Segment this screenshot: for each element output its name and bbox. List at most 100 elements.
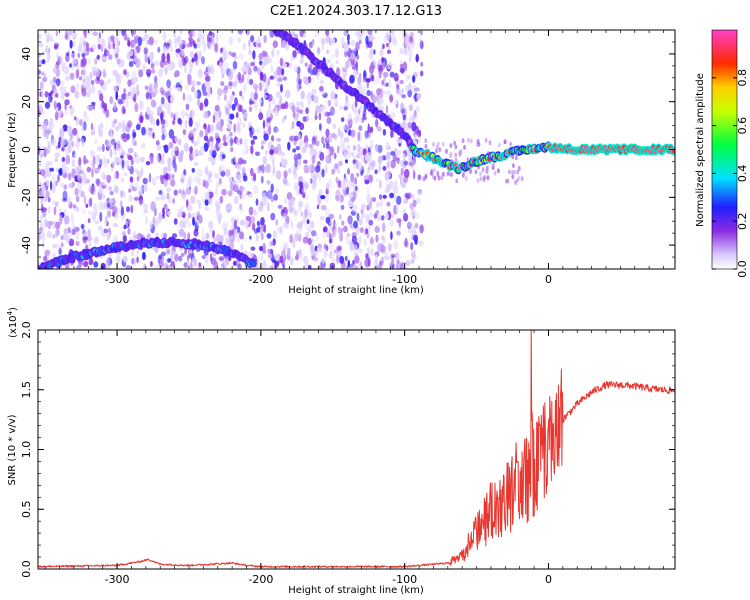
noise-speck	[114, 36, 119, 46]
noise-speck	[311, 88, 317, 96]
noise-speck	[187, 204, 193, 212]
noise-speck	[44, 218, 48, 228]
noise-speck	[458, 152, 462, 158]
noise-speck	[153, 81, 159, 89]
noise-speck	[239, 231, 244, 240]
noise-speck	[245, 190, 248, 196]
noise-speck	[204, 191, 210, 199]
noise-speck	[141, 37, 146, 42]
noise-speck	[188, 38, 194, 45]
noise-speck	[184, 119, 188, 130]
noise-speck	[270, 241, 275, 246]
noise-speck	[83, 155, 87, 165]
noise-speck	[186, 43, 191, 48]
noise-speck	[376, 177, 379, 183]
noise-speck	[225, 168, 231, 177]
noise-speck	[215, 113, 220, 122]
noise-speck	[356, 35, 362, 40]
noise-speck	[163, 203, 168, 210]
noise-speck	[94, 58, 98, 65]
noise-speck	[184, 112, 188, 117]
noise-speck	[407, 44, 411, 52]
noise-speck	[306, 219, 310, 225]
noise-speck	[58, 247, 62, 255]
noise-speck	[390, 111, 396, 119]
noise-speck	[46, 144, 51, 155]
noise-speck	[414, 87, 420, 92]
noise-speck	[137, 36, 143, 47]
noise-speck	[64, 92, 70, 98]
noise-speck	[362, 76, 367, 83]
spectrogram-ridge	[408, 141, 675, 175]
x-tick-label: -200	[248, 573, 273, 586]
noise-speck	[131, 258, 135, 265]
noise-speck	[407, 89, 413, 98]
noise-speck	[70, 85, 76, 94]
noise-speck	[138, 69, 144, 78]
noise-speck	[372, 36, 375, 41]
noise-speck	[118, 121, 123, 129]
noise-speck	[248, 193, 253, 198]
noise-speck	[272, 165, 276, 175]
noise-speck	[115, 126, 120, 132]
noise-speck	[86, 104, 90, 110]
noise-speck	[405, 74, 408, 83]
noise-speck	[370, 74, 375, 82]
noise-speck	[198, 50, 202, 60]
noise-speck	[334, 163, 338, 170]
noise-speck	[154, 39, 159, 45]
noise-speck	[83, 261, 89, 268]
noise-speck	[228, 176, 233, 183]
noise-speck	[271, 135, 275, 142]
noise-speck	[355, 61, 359, 71]
noise-speck	[217, 107, 222, 115]
noise-speck	[235, 179, 238, 186]
noise-speck	[218, 177, 222, 185]
noise-speck	[168, 63, 173, 71]
noise-speck	[303, 255, 308, 264]
noise-speck	[77, 173, 81, 181]
colorbar-tick-label: 0.4	[736, 165, 749, 183]
noise-speck	[464, 176, 468, 181]
noise-speck	[311, 136, 317, 145]
noise-speck	[87, 210, 93, 215]
noise-speck	[399, 176, 403, 186]
noise-speck	[145, 161, 151, 166]
noise-speck	[162, 152, 165, 161]
noise-speck	[211, 150, 217, 159]
noise-speck	[386, 42, 389, 48]
noise-speck	[125, 100, 129, 108]
noise-speck	[347, 60, 352, 68]
noise-speck	[202, 91, 208, 97]
noise-speck	[63, 215, 70, 225]
noise-speck	[136, 249, 140, 255]
noise-speck	[99, 79, 104, 86]
noise-speck	[405, 84, 410, 92]
noise-speck	[405, 193, 411, 200]
noise-speck	[310, 243, 315, 253]
noise-speck	[221, 136, 225, 142]
noise-speck	[40, 198, 44, 205]
noise-speck	[280, 103, 287, 110]
noise-speck	[312, 66, 318, 76]
noise-speck	[369, 126, 374, 133]
noise-speck	[326, 58, 331, 64]
noise-speck	[249, 78, 254, 85]
noise-speck	[113, 101, 117, 111]
noise-speck	[235, 217, 240, 223]
noise-speck	[174, 70, 180, 77]
noise-speck	[125, 264, 131, 269]
noise-speck	[53, 206, 57, 216]
noise-speck	[161, 133, 166, 141]
noise-speck	[335, 60, 339, 64]
noise-speck	[116, 254, 121, 264]
noise-speck	[201, 56, 205, 65]
noise-speck	[325, 34, 331, 44]
noise-speck	[111, 160, 116, 168]
noise-speck	[291, 120, 295, 129]
noise-speck	[146, 39, 149, 45]
noise-speck	[263, 224, 267, 233]
noise-speck	[454, 152, 458, 158]
noise-speck	[166, 166, 172, 172]
noise-speck	[182, 221, 187, 229]
